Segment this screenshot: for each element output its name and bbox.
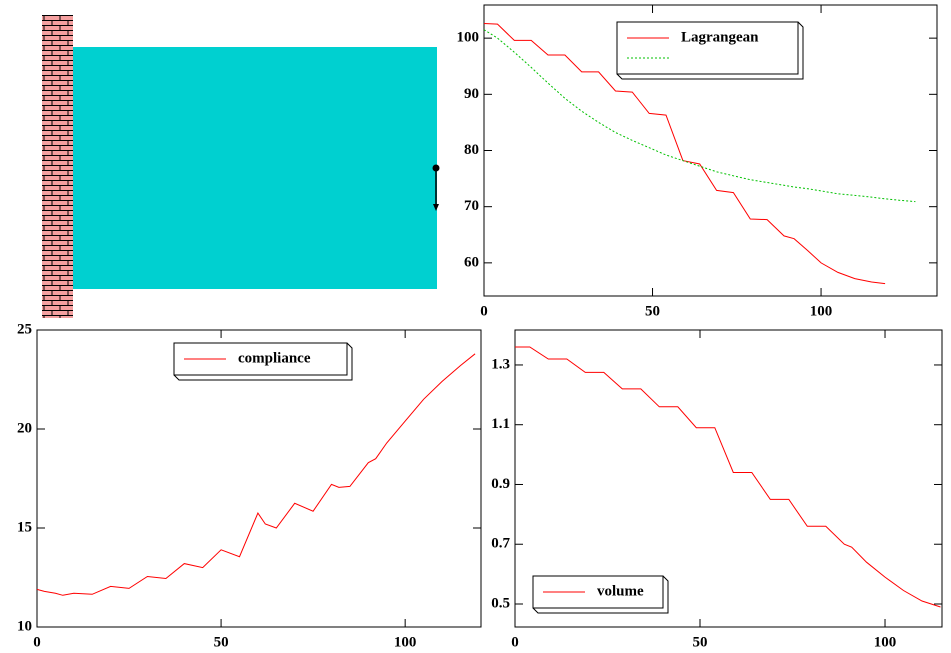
legend: volume: [532, 575, 669, 614]
x-tick-label: 50: [645, 303, 660, 319]
legend-box: [616, 21, 799, 75]
chart-panel: 0.5 0.7 0.9 1.1 1.3 0 50 100 volume: [491, 329, 943, 650]
y-tick-label: 100: [457, 30, 480, 46]
legend-label: Lagrangean: [681, 29, 759, 45]
x-tick-label: 100: [874, 634, 897, 650]
x-tick-label: 100: [394, 634, 417, 650]
series-line: [483, 23, 886, 285]
arrow-head: [433, 204, 439, 211]
x-tick-label: 50: [214, 634, 229, 650]
x-tick-label: 0: [480, 303, 488, 319]
y-tick-label: 15: [17, 519, 32, 535]
plot-frame: [36, 329, 482, 628]
x-tick-label: 0: [511, 634, 519, 650]
plot-frame: [514, 329, 943, 628]
chart-panel: 10 15 20 25 0 50 100 compliance: [17, 321, 482, 650]
y-tick-label: 80: [464, 142, 479, 158]
chart-panel: 60 70 80 90 100 0 50 100 Lagrangean: [457, 4, 938, 319]
legend-label: compliance: [238, 350, 311, 366]
y-tick-label: 10: [17, 618, 32, 634]
y-tick-label: 70: [464, 198, 479, 214]
wall: [42, 15, 73, 318]
beam: [73, 47, 437, 289]
y-tick-label: 0.5: [491, 595, 510, 611]
load-point: [432, 164, 440, 172]
legend-label: volume: [597, 583, 644, 599]
legend: Lagrangean: [616, 21, 804, 80]
y-tick-label: 90: [464, 86, 479, 102]
series-line: [515, 346, 941, 608]
y-tick-label: 25: [17, 321, 32, 337]
y-tick-label: 60: [464, 254, 479, 270]
structure-diagram: [42, 15, 440, 318]
y-tick-label: 20: [17, 420, 32, 436]
y-tick-label: 0.9: [491, 476, 510, 492]
y-tick-label: 1.1: [491, 416, 510, 432]
x-tick-label: 0: [33, 634, 41, 650]
legend: compliance: [173, 342, 353, 381]
x-tick-label: 50: [693, 634, 708, 650]
series-line: [36, 353, 476, 596]
y-tick-label: 0.7: [491, 536, 510, 552]
x-tick-label: 100: [810, 303, 833, 319]
y-tick-label: 1.3: [491, 356, 510, 372]
